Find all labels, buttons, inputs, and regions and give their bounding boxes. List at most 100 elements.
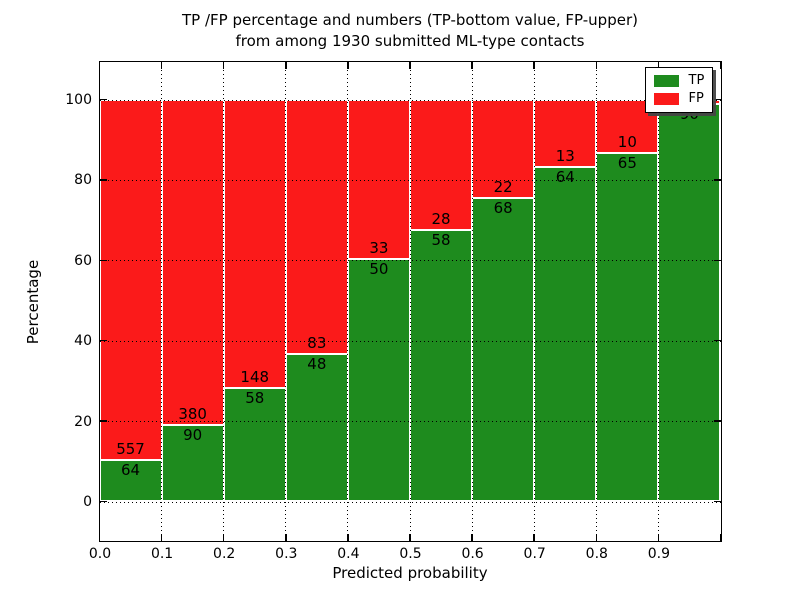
bar-segment-tp bbox=[596, 153, 659, 502]
bar-segment-tp bbox=[347, 259, 410, 502]
bar-count-label-fp: 22 bbox=[493, 177, 513, 196]
gridline-horizontal bbox=[99, 179, 721, 181]
bar-count-label-fp: 380 bbox=[178, 404, 207, 423]
gridline-vertical bbox=[533, 61, 535, 541]
x-tick-top bbox=[347, 61, 349, 69]
bar-count-label-fp: 33 bbox=[369, 239, 389, 258]
bar-segment-fp bbox=[410, 99, 473, 231]
gridline-horizontal bbox=[99, 99, 721, 101]
bar-segment-fp bbox=[99, 99, 162, 461]
bar-segment-tp bbox=[658, 103, 721, 502]
gridline-vertical bbox=[223, 61, 225, 541]
gridline-vertical bbox=[347, 61, 349, 541]
y-tick-left bbox=[99, 339, 107, 342]
x-tick-label: 0.9 bbox=[647, 546, 671, 562]
y-tick-left bbox=[99, 259, 107, 262]
gridline-vertical bbox=[471, 61, 473, 541]
bar-count-label-tp: 58 bbox=[245, 389, 265, 408]
y-axis-label: Percentage bbox=[24, 259, 42, 345]
x-tick-label: 0.0 bbox=[88, 546, 112, 562]
bar-count-label-tp: 48 bbox=[307, 355, 327, 374]
legend-item-label: TP bbox=[688, 73, 705, 88]
bar-segment-fp bbox=[347, 99, 410, 260]
legend-item: FP bbox=[653, 90, 705, 108]
plot-area: 64 557 90 380 58 148 48 83 50 33 58 28 68 22 64 13 65 10 9… bbox=[98, 60, 722, 542]
bar-segment-fp bbox=[285, 99, 348, 355]
x-tick-top bbox=[285, 61, 287, 69]
y-tick-left bbox=[99, 500, 107, 503]
x-axis-label: Predicted probability bbox=[332, 564, 488, 582]
gridline-horizontal bbox=[99, 421, 721, 423]
x-tick-label: 0.2 bbox=[213, 546, 236, 562]
x-tick-label: 0.1 bbox=[150, 546, 174, 562]
x-tick-bottom bbox=[471, 533, 473, 541]
x-tick-bottom bbox=[719, 533, 722, 541]
bar-segment-tp bbox=[534, 167, 597, 502]
bar-count-label-tp: 64 bbox=[121, 461, 141, 480]
chart-title-line1: TP /FP percentage and numbers (TP-bottom… bbox=[182, 11, 638, 29]
y-tick-label: 0 bbox=[83, 494, 92, 510]
gridline-vertical bbox=[409, 61, 411, 541]
gridline-vertical bbox=[595, 61, 597, 541]
bar-count-label-fp: 83 bbox=[307, 334, 327, 353]
gridline-vertical bbox=[161, 61, 163, 541]
legend: TP FP bbox=[644, 66, 714, 113]
y-tick-left bbox=[99, 98, 107, 101]
x-tick-bottom bbox=[595, 533, 598, 541]
bar-count-label-tp: 90 bbox=[183, 425, 203, 444]
bar-segment-fp bbox=[161, 99, 224, 425]
bar-count-label-fp: 13 bbox=[555, 147, 575, 166]
y-tick-left bbox=[99, 420, 107, 422]
x-tick-top bbox=[409, 61, 411, 69]
bar-segment-tp bbox=[99, 460, 162, 502]
y-tick-right bbox=[713, 500, 721, 503]
gridline-horizontal bbox=[99, 501, 721, 503]
x-tick-bottom bbox=[347, 533, 349, 541]
x-tick-top bbox=[595, 61, 598, 69]
y-tick-right bbox=[713, 179, 721, 181]
chart-title-line2: from among 1930 submitted ML-type contac… bbox=[235, 32, 585, 50]
y-tick-right bbox=[713, 420, 721, 422]
y-tick-label: 80 bbox=[74, 172, 92, 189]
gridline-vertical bbox=[285, 61, 287, 541]
bar-count-label-tp: 68 bbox=[493, 198, 513, 217]
x-tick-label: 0.5 bbox=[399, 546, 422, 562]
x-tick-bottom bbox=[160, 533, 163, 541]
x-tick-bottom bbox=[98, 533, 101, 541]
y-tick-right bbox=[713, 259, 721, 262]
gridline-horizontal bbox=[99, 260, 721, 262]
x-tick-label: 0.7 bbox=[523, 546, 546, 562]
bar-segment-tp bbox=[223, 388, 286, 502]
legend-swatch-fp bbox=[653, 92, 679, 105]
y-tick-left bbox=[99, 179, 107, 181]
bar-segment-tp bbox=[472, 197, 535, 502]
x-tick-bottom bbox=[657, 533, 660, 541]
y-tick-right bbox=[713, 339, 721, 342]
bar-segment-fp bbox=[223, 99, 286, 389]
x-tick-top bbox=[719, 61, 722, 69]
bar-count-label-fp: 28 bbox=[431, 210, 451, 229]
bar-segment-tp bbox=[285, 354, 348, 502]
x-tick-top bbox=[98, 61, 101, 69]
legend-item-label: FP bbox=[688, 91, 704, 106]
bar-count-label-tp: 65 bbox=[617, 154, 637, 173]
x-tick-label: 0.4 bbox=[337, 546, 360, 562]
legend-swatch-tp bbox=[653, 74, 679, 87]
bar-segment-tp bbox=[410, 230, 473, 502]
x-tick-top bbox=[160, 61, 163, 69]
legend-item: TP bbox=[653, 72, 705, 90]
x-tick-bottom bbox=[409, 533, 411, 541]
y-tick-label: 40 bbox=[74, 333, 92, 350]
x-tick-bottom bbox=[222, 533, 225, 541]
x-tick-label: 0.6 bbox=[461, 546, 484, 562]
x-tick-top bbox=[657, 61, 660, 69]
bar-segment-fp bbox=[472, 99, 535, 198]
gridline-horizontal bbox=[99, 340, 721, 342]
x-tick-top bbox=[471, 61, 473, 69]
y-tick-label: 100 bbox=[65, 92, 92, 108]
bar-segment-tp bbox=[161, 424, 224, 502]
x-tick-top bbox=[533, 61, 535, 69]
bar-count-label-fp: 10 bbox=[617, 133, 637, 152]
x-tick-label: 0.3 bbox=[275, 546, 298, 562]
